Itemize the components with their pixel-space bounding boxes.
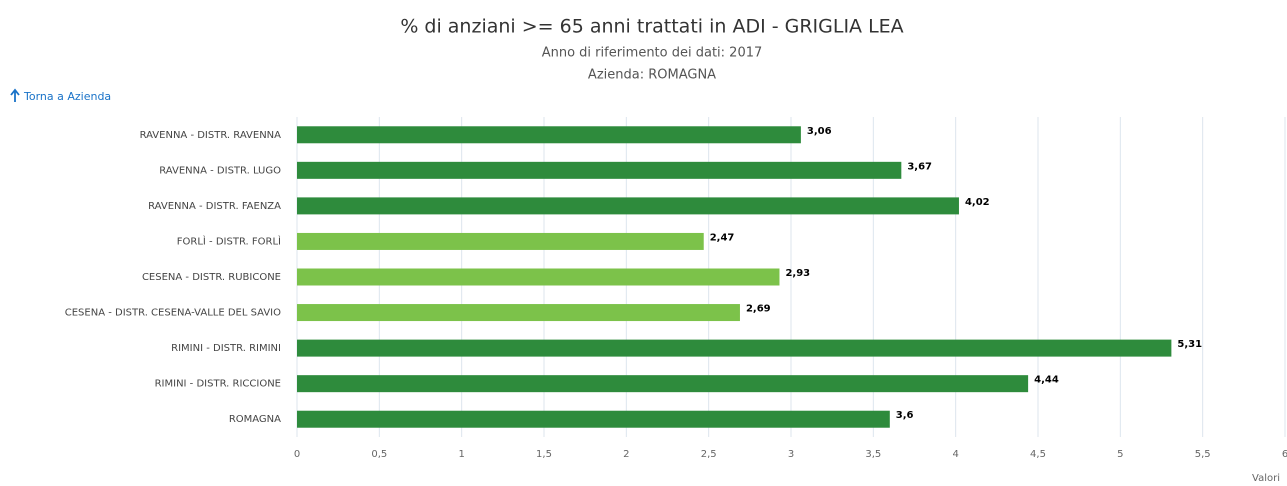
bar: [297, 232, 704, 250]
value-label: 3,06: [807, 126, 832, 137]
value-label: 2,93: [785, 268, 810, 279]
bar: [297, 410, 890, 428]
back-link[interactable]: Torna a Azienda: [10, 88, 111, 103]
x-tick-label: 1: [458, 449, 464, 460]
value-label: 3,67: [907, 161, 932, 172]
value-label: 5,31: [1177, 339, 1202, 350]
y-tick-label: RAVENNA - DISTR. RAVENNA: [140, 130, 282, 141]
x-tick-label: 6: [1282, 449, 1287, 460]
x-tick-label: 2,5: [701, 449, 717, 460]
bar: [297, 339, 1172, 357]
link-text[interactable]: Torna a Azienda: [23, 90, 111, 103]
y-tick-label: RAVENNA - DISTR. LUGO: [159, 165, 281, 176]
bar: [297, 197, 959, 215]
y-tick-label: RAVENNA - DISTR. FAENZA: [148, 201, 281, 212]
x-tick-label: 1,5: [536, 449, 552, 460]
x-tick-label: 0,5: [371, 449, 387, 460]
y-tick-label: RIMINI - DISTR. RICCIONE: [155, 379, 281, 390]
y-tick-label: FORLÌ - DISTR. FORLÌ: [177, 234, 281, 247]
value-label: 3,6: [896, 410, 914, 421]
y-tick-label: RIMINI - DISTR. RIMINI: [171, 343, 281, 354]
x-tick-label: 3: [788, 449, 794, 460]
x-tick-label: 5: [1117, 449, 1123, 460]
chart-subtitle: Azienda: ROMAGNA: [588, 68, 716, 83]
x-tick-label: 4,5: [1030, 449, 1046, 460]
bar: [297, 304, 740, 322]
x-tick-label: 4: [952, 449, 958, 460]
bar: [297, 375, 1029, 393]
chart-subtitle: Anno di riferimento dei dati: 2017: [542, 46, 763, 61]
x-tick-label: 5,5: [1195, 449, 1211, 460]
x-tick-label: 0: [294, 449, 300, 460]
value-label: 4,44: [1034, 375, 1059, 386]
y-tick-label: ROMAGNA: [229, 414, 281, 425]
value-label: 2,69: [746, 304, 771, 315]
y-tick-label: CESENA - DISTR. RUBICONE: [142, 272, 281, 283]
arrow-icon: [10, 88, 20, 102]
bar: [297, 268, 780, 286]
value-label: 2,47: [710, 232, 735, 243]
chart-title: % di anziani >= 65 anni trattati in ADI …: [400, 16, 903, 38]
value-label: 4,02: [965, 197, 990, 208]
y-tick-label: CESENA - DISTR. CESENA-VALLE DEL SAVIO: [65, 308, 281, 319]
bar: [297, 161, 902, 179]
bar: [297, 126, 801, 144]
x-axis-label: Valori: [1252, 473, 1280, 484]
x-tick-label: 3,5: [865, 449, 881, 460]
x-tick-label: 2: [623, 449, 629, 460]
